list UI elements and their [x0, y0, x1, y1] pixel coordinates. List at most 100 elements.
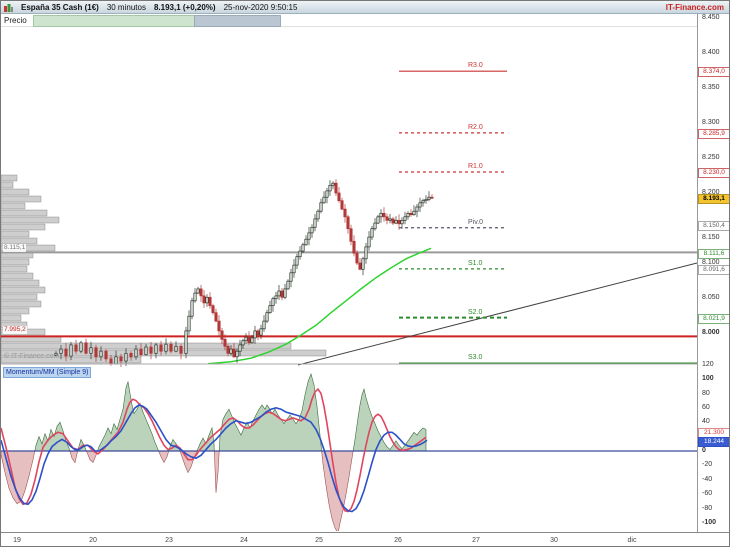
candle-body [220, 330, 224, 340]
price-axis-value-box: 8.285,9 [698, 128, 729, 139]
candle-body [109, 358, 113, 365]
candle-body [250, 337, 254, 344]
candle-body [265, 312, 269, 322]
candle-body [337, 192, 341, 202]
pivot-label-S1.0: S1.0 [468, 259, 483, 267]
candle-body [259, 328, 263, 336]
volume-profile-bar [1, 272, 34, 280]
date-label: 24 [240, 537, 248, 544]
price-axis-value-box: 8.230,0 [698, 167, 729, 178]
pivot-label-S3.0: S3.0 [468, 354, 483, 362]
toolbar-chip-gray[interactable] [194, 15, 281, 27]
volume-profile-bar [1, 244, 56, 252]
price-axis-tick: 8.200 [702, 189, 720, 196]
candle-body [114, 356, 118, 365]
candle-body [301, 244, 305, 252]
volume-profile-bar [1, 188, 30, 196]
candle-body [199, 288, 203, 297]
brand-link[interactable]: IT-Finance.com [665, 3, 724, 12]
candle-body [313, 218, 317, 228]
candle-body [144, 346, 148, 356]
price-axis-value-box: 8.111,6 [698, 248, 729, 259]
candle-body [184, 330, 188, 354]
volume-profile-bar [1, 216, 60, 224]
candle-body [74, 344, 78, 352]
candle-body [424, 198, 428, 202]
candle-body [295, 256, 299, 266]
candle-body [277, 290, 281, 297]
candle-body [139, 348, 143, 356]
app-logo-icon [4, 3, 13, 12]
candle-body [271, 298, 275, 307]
candle-body [298, 250, 302, 258]
candle-body [412, 210, 416, 216]
candle-body [226, 345, 230, 354]
pivot-label-S2.0: S2.0 [468, 308, 483, 316]
date-label: 23 [165, 537, 173, 544]
candle-body [124, 352, 128, 362]
candle-body [349, 228, 353, 242]
osc-axis-tick: -80 [702, 505, 713, 512]
candle-body [397, 219, 401, 225]
candle-body [319, 202, 323, 212]
indicator-label[interactable]: Momentum/MM (Simple 9) [3, 367, 92, 378]
candle-body [193, 292, 197, 302]
candle-body [129, 352, 133, 358]
volume-profile-bar [1, 174, 18, 182]
pivot-label-R2.0: R2.0 [468, 123, 483, 131]
volume-profile-bar [1, 195, 42, 203]
candle-body [238, 344, 242, 352]
timeframe-label: 30 minutos [106, 2, 146, 12]
date-label: 20 [89, 537, 97, 544]
osc-axis-tick: 120 [702, 361, 714, 368]
osc-axis-tick: 0 [702, 447, 706, 454]
candle-body [205, 296, 209, 304]
candle-body [262, 320, 266, 330]
oscillator-area-positive [1, 372, 427, 451]
candle-body [54, 352, 58, 356]
candle-body [84, 342, 88, 354]
moving-average-green [207, 247, 432, 365]
date-label: 25 [315, 537, 323, 544]
volume-profile-bar [1, 209, 48, 217]
candle-body [280, 290, 284, 298]
price-axis-value-box: 8.021,9 [698, 313, 729, 324]
candle-body [355, 252, 359, 264]
price-axis-value-box: 8.374,0 [698, 66, 729, 77]
volume-profile-bar [1, 181, 14, 189]
title-bar: España 35 Cash (1€) 30 minutos 8.193,1 (… [1, 1, 729, 14]
last-price-change: 8.193,1 (+0,20%) [153, 2, 216, 12]
candle-body [304, 238, 308, 246]
candle-body [421, 200, 425, 204]
osc-axis-tick: -40 [702, 476, 713, 483]
osc-value-box: 18.244 [698, 437, 729, 447]
candle-body [310, 226, 314, 234]
candle-body [241, 340, 245, 346]
candle-body [400, 219, 404, 225]
candle-body [430, 196, 434, 199]
date-label: 30 [550, 537, 558, 544]
chart-watermark: © IT-Finance.com [4, 353, 60, 360]
candle-body [99, 350, 103, 358]
datetime-label: 25-nov-2020 9:50:15 [223, 2, 298, 12]
candle-body [385, 216, 389, 221]
candle-body [364, 246, 368, 260]
candle-body [331, 182, 335, 186]
price-axis-value-box: 8.150,4 [698, 220, 729, 231]
candle-body [154, 344, 158, 354]
trendline [297, 262, 698, 366]
oscillator-blue-line [1, 404, 428, 513]
candle-body [415, 206, 419, 212]
candle-body [253, 330, 257, 339]
candle-body [104, 350, 108, 360]
candle-body [159, 344, 163, 352]
candle-body [283, 288, 287, 298]
candle-body [179, 345, 183, 354]
candle-body [340, 200, 344, 210]
price-axis-tick: 8.000 [702, 329, 720, 336]
candle-body [208, 296, 212, 307]
candle-body [94, 347, 98, 358]
price-axis-tick: 8.400 [702, 49, 720, 56]
